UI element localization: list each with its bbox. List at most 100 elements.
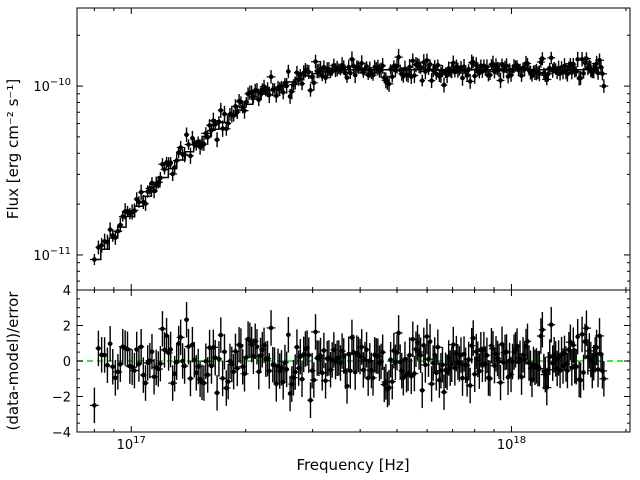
y-tick-label: 10−10 <box>33 77 71 95</box>
spectrum-data-point <box>118 211 127 222</box>
residual-data-point <box>168 365 178 401</box>
residual-data-point <box>581 310 592 346</box>
y-tick-label: −4 <box>52 426 71 441</box>
spectrum-data-point <box>547 51 556 64</box>
residual-data-point <box>158 311 167 347</box>
residual-data-point <box>483 337 491 374</box>
residual-data-point <box>317 355 327 391</box>
x-tick-label: 1017 <box>117 435 146 453</box>
spectrum-data-point <box>184 139 193 150</box>
residual-data-point <box>184 302 190 338</box>
spectrum-data-point <box>471 68 478 84</box>
residual-data-point <box>180 348 189 384</box>
residual-data-point <box>201 343 211 380</box>
spectrum-data-point <box>419 74 426 87</box>
residual-data-point <box>199 365 209 401</box>
residual-data-point <box>410 355 419 392</box>
spectrum-data-point <box>307 83 314 97</box>
residual-data-point <box>142 365 149 401</box>
residual-data-point <box>127 349 137 385</box>
residual-data-point <box>214 375 221 411</box>
residual-data-point <box>215 341 223 377</box>
residual-data-point <box>352 354 358 390</box>
residual-data-point <box>187 360 194 397</box>
residual-data-point <box>207 348 216 384</box>
residual-data-point <box>423 318 431 355</box>
residual-data-point <box>219 360 227 397</box>
residual-data-point <box>565 324 575 360</box>
y-tick-label: 4 <box>63 284 71 299</box>
spectrum-data-point <box>357 55 366 72</box>
spectrum-data-point <box>394 48 403 66</box>
spectrum-data-point <box>117 217 124 233</box>
residual-data-points <box>89 302 609 424</box>
residual-data-point <box>176 319 185 356</box>
residual-data-point <box>310 362 318 398</box>
residual-data-point <box>564 352 571 389</box>
residual-data-point <box>469 320 477 356</box>
residual-data-point <box>595 318 604 354</box>
residual-data-point <box>173 344 181 380</box>
spectrum-data-point <box>581 52 592 65</box>
residual-data-point <box>279 364 288 400</box>
residual-data-point <box>307 382 314 418</box>
spectrum-data-points <box>89 48 609 266</box>
residual-data-point <box>153 351 163 387</box>
spectrum-data-point <box>98 237 105 253</box>
residual-data-point <box>364 331 369 368</box>
residual-data-point <box>369 360 377 396</box>
spectrum-data-point <box>107 222 113 237</box>
residual-data-point <box>113 360 118 396</box>
spectrum-data-point <box>578 71 584 86</box>
residual-data-point <box>203 357 212 393</box>
residual-data-point <box>388 363 396 400</box>
residual-data-point <box>225 363 232 400</box>
residual-data-point <box>440 374 448 410</box>
residual-data-point <box>546 339 554 375</box>
residual-data-point <box>107 325 113 362</box>
residual-data-point <box>420 327 427 364</box>
spectrum-data-point <box>294 65 300 80</box>
residual-data-point <box>254 329 260 365</box>
residual-data-point <box>427 323 433 360</box>
residual-data-point <box>538 311 546 348</box>
spectrum-data-point <box>210 119 220 130</box>
residual-data-point <box>296 338 305 375</box>
residual-data-point <box>320 362 331 399</box>
spectrum-data-point <box>344 72 350 83</box>
spectrum-data-point <box>379 58 386 74</box>
residual-data-point <box>460 360 466 396</box>
residual-data-point <box>438 346 447 383</box>
residual-data-point <box>487 360 493 397</box>
spectrum-data-point <box>160 164 169 175</box>
y-tick-label: 2 <box>63 320 71 335</box>
spectrum-data-point <box>243 97 250 108</box>
model-step-curve <box>92 68 600 261</box>
residual-data-point <box>283 351 290 388</box>
residual-data-point <box>238 328 244 364</box>
x-axis-label: Frequency [Hz] <box>296 456 409 474</box>
spectrum-data-point <box>201 127 211 140</box>
residual-data-point <box>143 345 153 381</box>
residual-data-point <box>217 317 224 353</box>
residuals-y-axis-label: (data-model)/error <box>4 291 22 431</box>
spectrum-data-point <box>311 54 320 69</box>
spectrum-data-point <box>310 74 318 91</box>
y-tick-label: 10−11 <box>33 246 71 264</box>
residual-data-point <box>427 366 436 402</box>
residual-data-point <box>149 333 155 370</box>
spectrum-data-point <box>427 73 436 89</box>
spectrum-data-point <box>487 69 493 81</box>
residual-data-point <box>388 341 394 378</box>
residual-data-point <box>406 337 413 373</box>
residual-data-point <box>547 306 556 343</box>
spectrum-data-point <box>465 73 475 89</box>
residual-data-point <box>344 368 350 404</box>
spectrum-data-point <box>214 132 221 148</box>
spectrum-data-point <box>286 64 291 79</box>
residual-data-point <box>234 350 241 387</box>
spectrum-data-point <box>184 127 190 142</box>
y-tick-label: −2 <box>52 391 71 406</box>
residual-data-point <box>294 329 300 365</box>
